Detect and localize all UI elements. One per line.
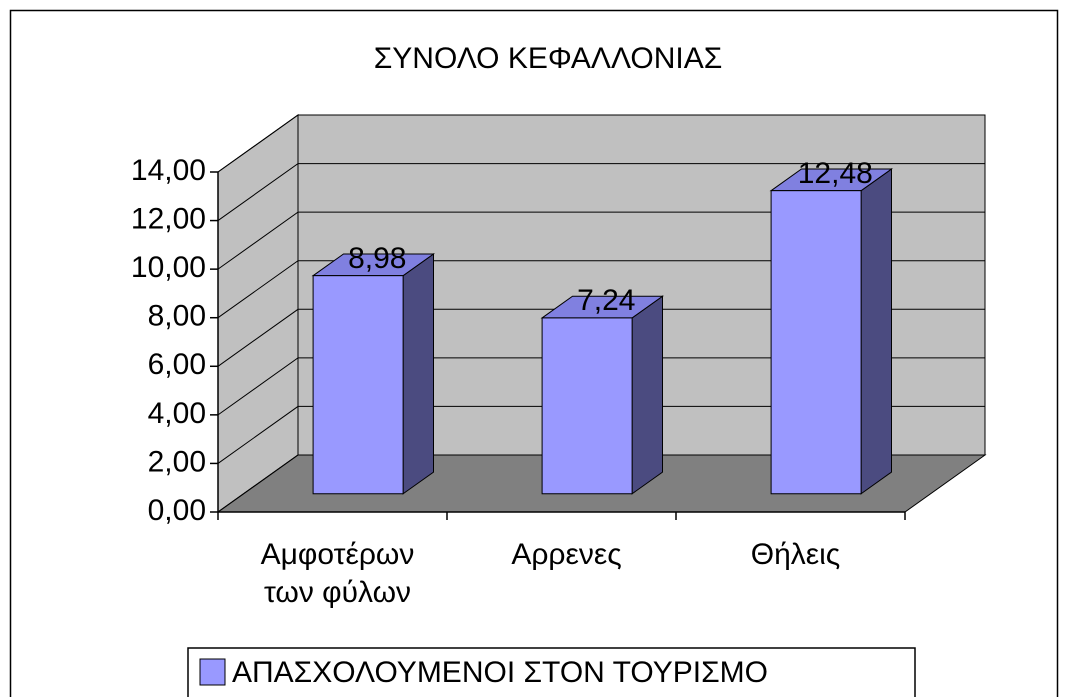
y-tick-label: 8,00 xyxy=(148,300,206,333)
y-tick-label: 2,00 xyxy=(148,445,206,478)
grid-line xyxy=(217,454,985,513)
grid-line xyxy=(217,308,985,367)
x-tick-label: Αμφοτέρων των φύλων xyxy=(260,538,415,609)
y-tick-label: 4,00 xyxy=(148,397,206,430)
grid-line xyxy=(217,260,985,319)
legend-box xyxy=(187,647,916,697)
bar-side xyxy=(631,295,663,495)
y-tick-label: 0,00 xyxy=(148,494,206,527)
y-tick-label: 14,00 xyxy=(131,154,206,187)
grid-line xyxy=(217,405,985,464)
x-tick-label: Θήλεις xyxy=(750,538,841,571)
y-tick-label: 10,00 xyxy=(131,251,206,284)
data-label: 7,24 xyxy=(577,284,635,317)
chart-title: ΣΥΝΟΛΟ ΚΕΦΑΛΛΟΝΙΑΣ xyxy=(374,42,723,75)
data-label: 12,48 xyxy=(798,157,873,190)
bar xyxy=(312,275,404,495)
grid-line xyxy=(217,114,985,173)
data-label: 8,98 xyxy=(348,242,406,275)
left-wall xyxy=(217,114,299,513)
legend-swatch xyxy=(199,658,226,686)
y-tick-label: 12,00 xyxy=(131,202,206,235)
bar xyxy=(770,190,862,495)
grid-line xyxy=(217,357,985,416)
x-tick-label: Αρρενες xyxy=(511,538,622,571)
legend-label: ΑΠΑΣΧΟΛΟΥΜΕΝΟΙ ΣΤΟΝ ΤΟΥΡΙΣΜΟ xyxy=(232,656,768,689)
bar xyxy=(541,317,633,495)
y-tick-label: 6,00 xyxy=(148,348,206,381)
bar-side xyxy=(402,253,434,495)
bar-side xyxy=(860,168,892,495)
grid-line xyxy=(217,163,985,221)
grid-line xyxy=(217,211,985,270)
